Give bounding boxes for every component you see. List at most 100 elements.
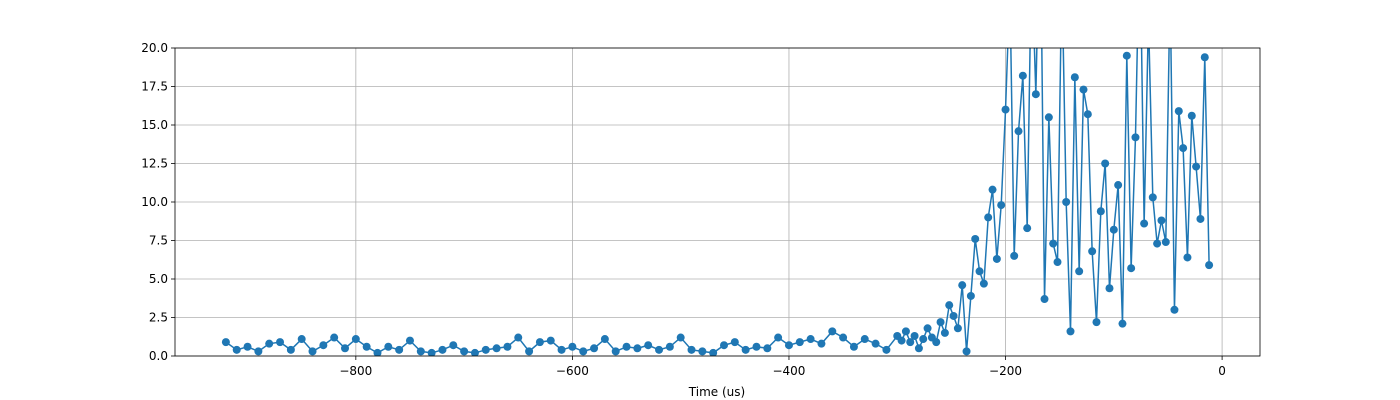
data-point xyxy=(949,311,958,320)
data-point xyxy=(1192,162,1201,171)
data-point xyxy=(997,201,1006,210)
data-point xyxy=(373,348,382,356)
data-point xyxy=(1062,198,1071,206)
data-point xyxy=(1127,264,1136,273)
data-point xyxy=(1161,238,1170,247)
data-point xyxy=(958,281,967,290)
x-tick-label: −400 xyxy=(772,364,805,378)
x-tick-label: −200 xyxy=(989,364,1022,378)
data-point xyxy=(308,347,317,356)
data-point xyxy=(1196,214,1205,223)
data-point xyxy=(1010,251,1019,260)
data-point xyxy=(221,338,230,347)
data-point xyxy=(503,342,512,351)
data-point xyxy=(882,345,891,354)
x-axis-label: Time (us) xyxy=(688,385,745,399)
y-tick-label: 12.5 xyxy=(141,157,168,171)
data-point xyxy=(1148,193,1157,202)
data-point xyxy=(276,338,285,347)
data-point xyxy=(698,347,707,356)
y-tick-label: 2.5 xyxy=(149,311,168,325)
data-point xyxy=(1157,216,1166,225)
data-point xyxy=(1144,13,1152,21)
data-point xyxy=(1131,133,1140,142)
data-point xyxy=(1174,107,1183,116)
data-point xyxy=(514,333,523,342)
data-point xyxy=(232,345,241,354)
data-point xyxy=(1014,127,1023,136)
data-point xyxy=(1031,90,1040,99)
data-point xyxy=(1075,267,1084,276)
y-tick-label: 20.0 xyxy=(141,41,168,55)
data-point xyxy=(427,348,436,356)
data-point xyxy=(297,335,306,344)
data-point xyxy=(351,335,360,344)
data-point xyxy=(1079,85,1088,94)
data-point xyxy=(923,324,932,333)
data-point xyxy=(1170,305,1179,314)
data-point xyxy=(709,348,718,356)
data-point xyxy=(546,336,555,345)
y-tick-label: 5.0 xyxy=(149,272,168,286)
data-point xyxy=(975,267,984,276)
data-point xyxy=(1049,239,1058,248)
data-point xyxy=(395,345,404,354)
data-point xyxy=(568,342,577,351)
x-tick-label: −800 xyxy=(339,364,372,378)
data-point xyxy=(839,333,848,342)
y-tick-label: 7.5 xyxy=(149,234,168,248)
data-point xyxy=(901,327,910,336)
data-point xyxy=(919,335,928,344)
y-tick-label: 10.0 xyxy=(141,195,168,209)
x-tick-label: 0 xyxy=(1218,364,1226,378)
data-point xyxy=(992,254,1001,263)
data-point xyxy=(953,324,962,333)
data-point xyxy=(243,342,252,351)
data-point xyxy=(1083,110,1092,119)
data-point xyxy=(676,333,685,342)
data-point xyxy=(525,347,534,356)
data-point xyxy=(330,333,339,342)
data-point xyxy=(966,291,975,300)
data-point xyxy=(405,336,414,345)
data-point xyxy=(1018,71,1027,80)
data-point xyxy=(492,344,501,353)
data-point xyxy=(910,331,919,340)
data-point xyxy=(871,339,880,348)
data-point xyxy=(730,338,739,347)
data-point xyxy=(341,344,350,353)
data-point xyxy=(1070,73,1079,82)
data-point xyxy=(1200,53,1209,62)
data-point xyxy=(416,347,425,356)
data-point xyxy=(1179,144,1188,153)
data-point xyxy=(914,344,923,353)
data-point xyxy=(1053,258,1062,267)
data-point xyxy=(1092,318,1101,327)
data-point xyxy=(752,342,761,351)
data-point xyxy=(1118,319,1127,328)
data-point xyxy=(763,344,772,353)
data-point xyxy=(384,342,393,351)
data-point xyxy=(774,333,783,342)
data-point xyxy=(286,345,295,354)
y-tick-label: 15.0 xyxy=(141,118,168,132)
data-point xyxy=(984,213,993,222)
data-point xyxy=(1114,181,1123,190)
data-point xyxy=(655,345,664,354)
data-line xyxy=(225,48,1210,354)
data-point xyxy=(1105,284,1114,293)
data-point xyxy=(319,341,328,350)
data-point xyxy=(1140,219,1149,228)
data-point xyxy=(579,347,588,356)
data-point xyxy=(557,345,566,354)
data-point xyxy=(741,345,750,354)
data-point xyxy=(1066,327,1075,336)
data-point xyxy=(1023,224,1032,233)
data-point xyxy=(906,338,915,347)
data-point xyxy=(265,339,274,348)
data-point xyxy=(817,339,826,348)
data-point xyxy=(979,279,988,288)
data-point xyxy=(971,234,980,243)
data-point xyxy=(806,335,815,344)
